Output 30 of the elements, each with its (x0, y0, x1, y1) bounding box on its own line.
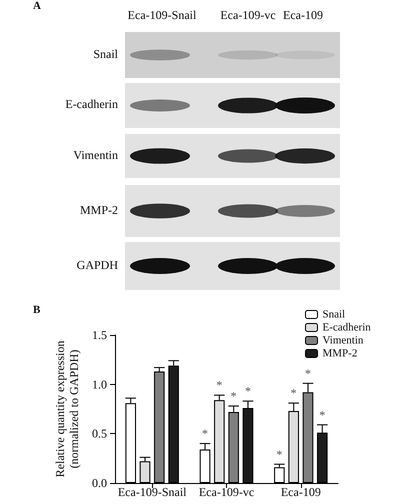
y-tick-label: 1.0 (92, 377, 107, 392)
text: Eca-109 (283, 8, 323, 23)
data-label: * (276, 447, 282, 462)
data-label: * (290, 386, 297, 400)
y-axis-title: Relative quantity expression (normalized to GAPDH) (53, 340, 82, 478)
y-tick-label: 1.5 (92, 328, 107, 342)
data-label: * (304, 366, 311, 380)
x-tick-label: Eca-109-vc (198, 485, 254, 499)
text: B (33, 304, 40, 316)
legend-label: Vimentin (322, 334, 364, 346)
data-label: * (230, 389, 237, 404)
x-tick-label: Eca-109-Snail (118, 485, 188, 499)
text: Snail (93, 47, 118, 62)
text: Eca-109-Snail (128, 8, 196, 23)
text: MMP-2 (80, 203, 118, 218)
data-label: * (202, 426, 208, 441)
text: A (33, 0, 41, 12)
y-tick-label: 0.0 (92, 476, 107, 490)
x-tick-label: Eca-109 (280, 485, 321, 499)
legend-label: E-cadherin (322, 322, 372, 334)
text: Vimentin (73, 148, 118, 163)
text: Eca-109-vc (220, 8, 276, 23)
data-label: * (244, 384, 251, 398)
legend-label: MMP-2 (322, 348, 358, 360)
data-label: * (319, 408, 326, 422)
text: E-cadherin (65, 97, 118, 112)
y-tick-label: 0.5 (92, 426, 107, 441)
legend-label: Snail (322, 308, 346, 320)
text: GAPDH (76, 258, 118, 273)
data-label: * (216, 378, 222, 392)
